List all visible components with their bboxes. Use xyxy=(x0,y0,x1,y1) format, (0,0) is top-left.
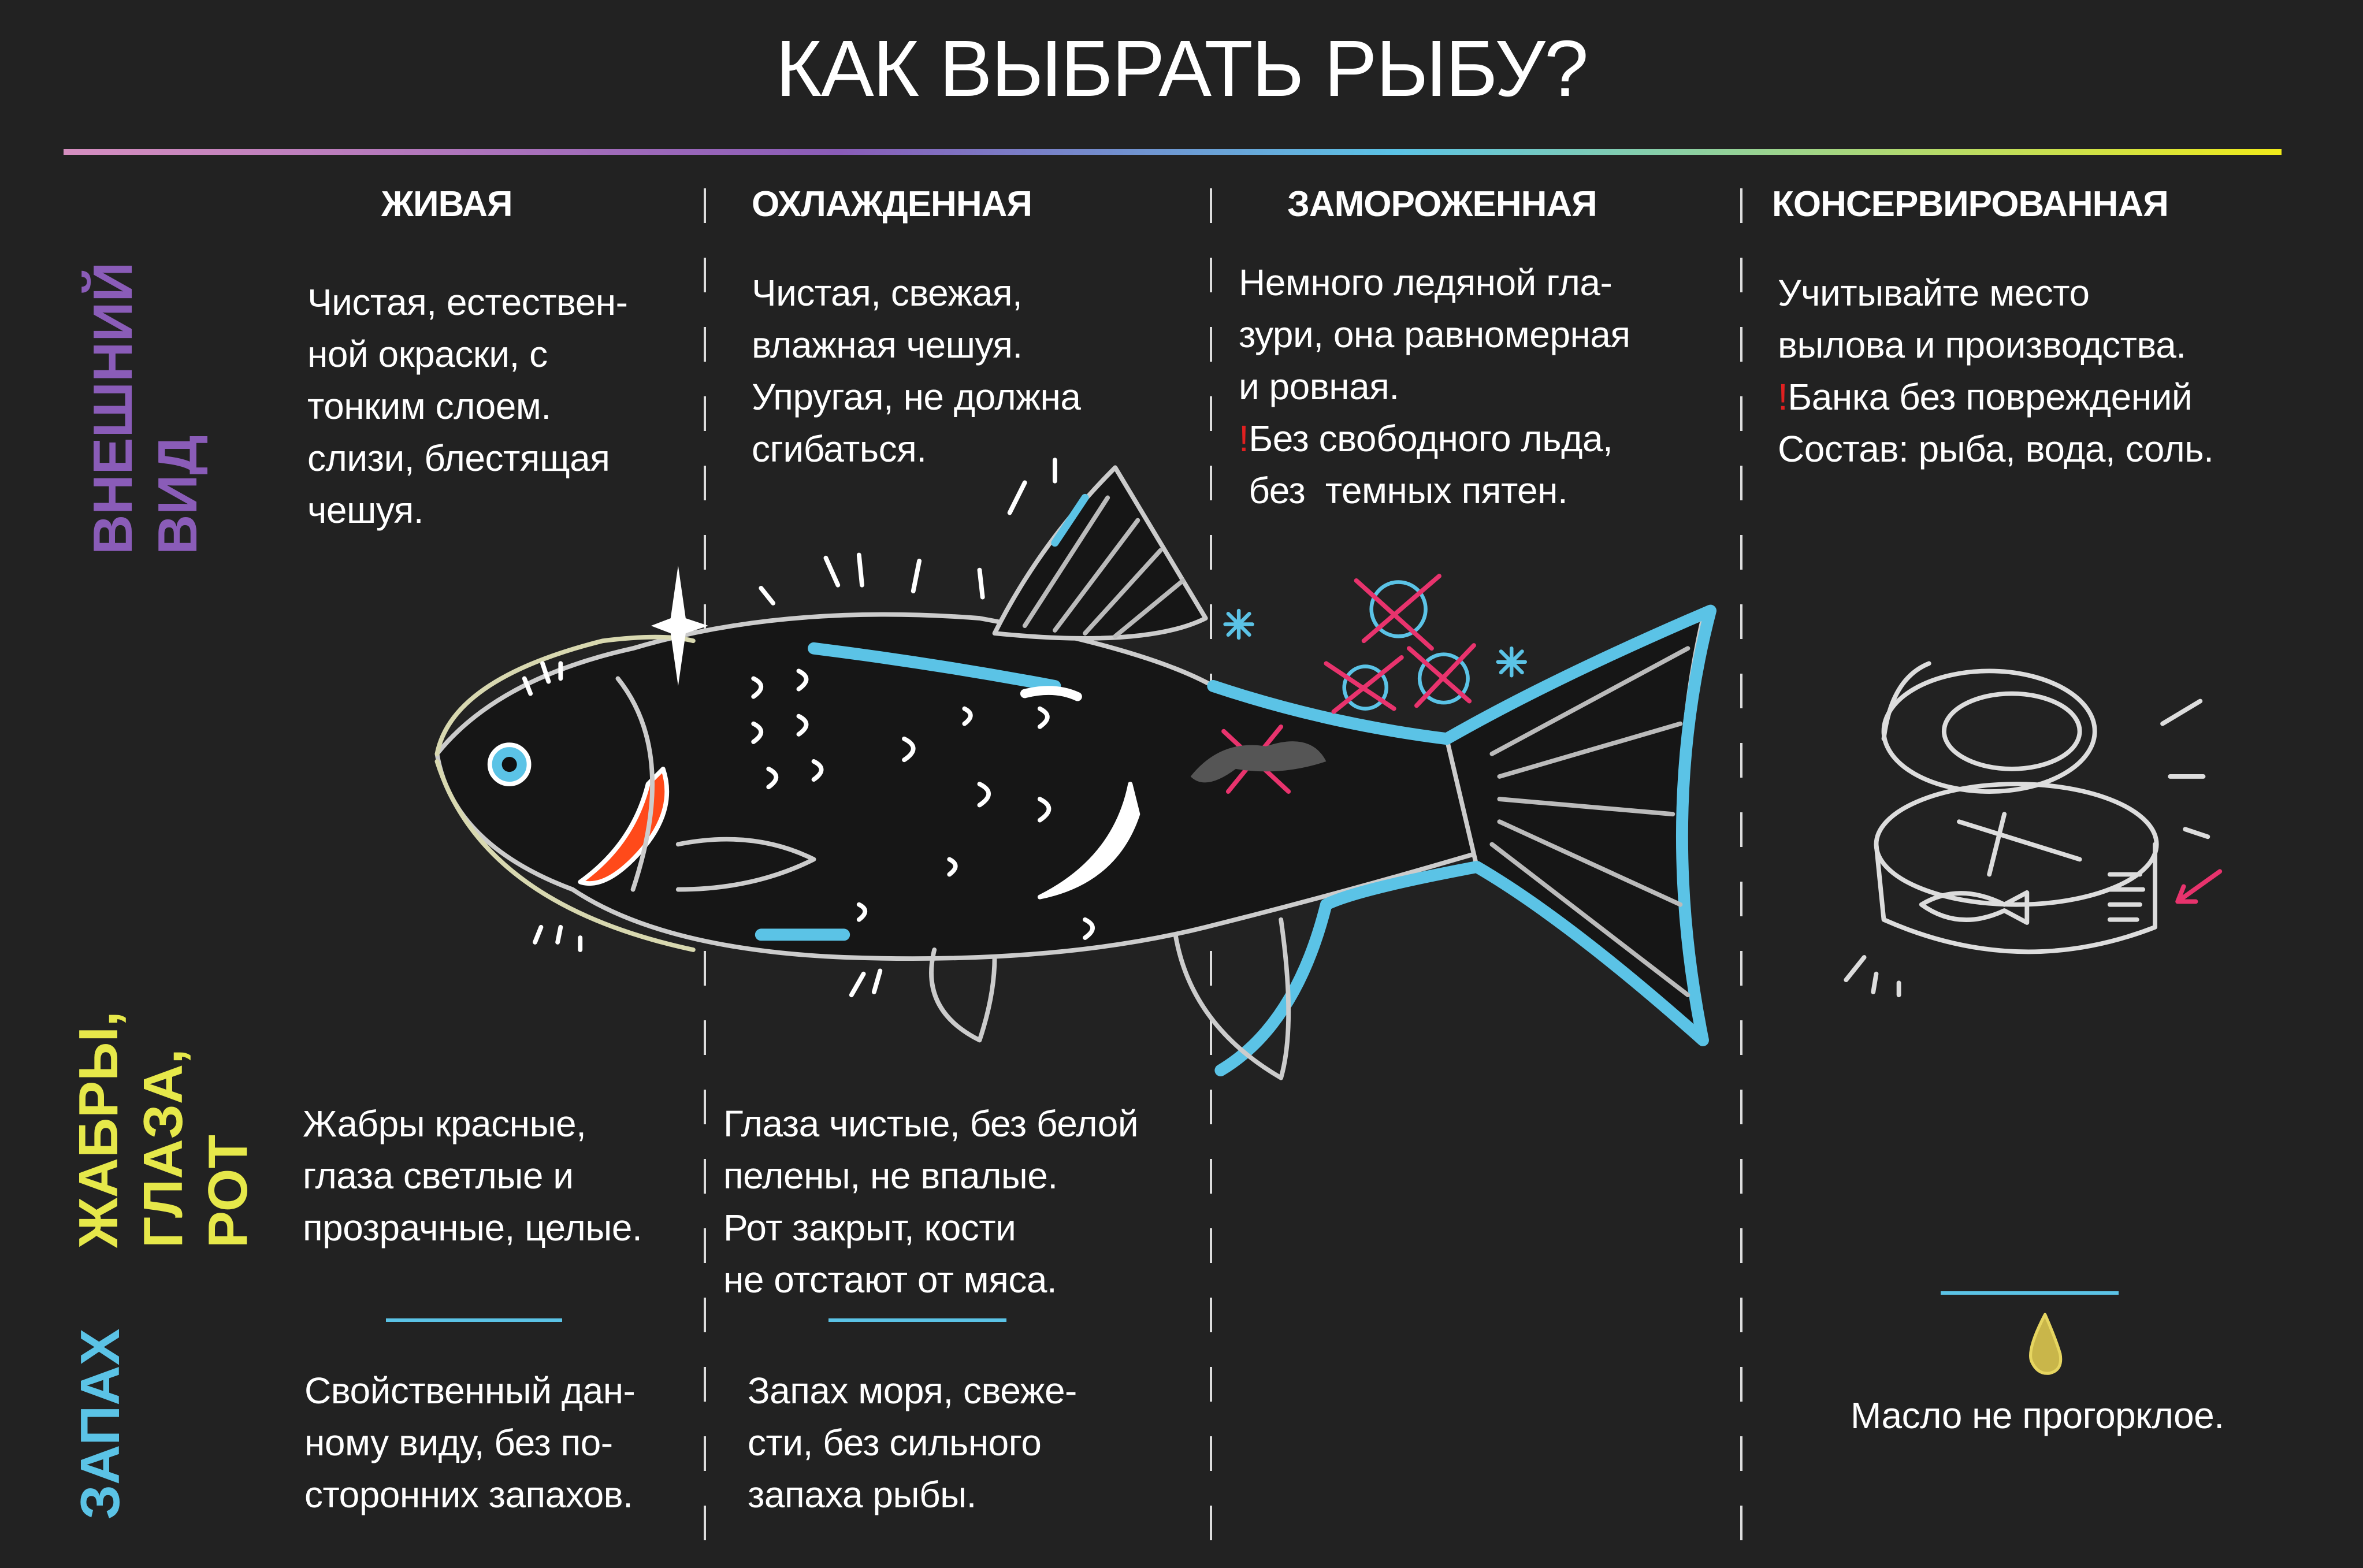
sparkle-icon xyxy=(651,565,708,686)
column-header-canned: КОНСЕРВИРОВАННАЯ xyxy=(1772,184,2169,224)
chilled-appearance-text: Чистая, свежая, влажная чешуя. Упругая, … xyxy=(752,272,1081,470)
warning-mark: ! xyxy=(1239,418,1249,459)
canned-smell-text: Масло не прогорклое. xyxy=(1851,1395,2224,1436)
chilled-smell-text: Запах моря, свеже- сти, без сильного зап… xyxy=(748,1370,1077,1515)
chilled-gills-text: Глаза чистые, без белой пелены, не впалы… xyxy=(723,1103,1139,1301)
row-label-gills: ЖАБРЫ, ГЛАЗА, РОТ xyxy=(68,1011,259,1248)
column-header-frozen: ЗАМОРОЖЕННАЯ xyxy=(1287,184,1597,224)
gills xyxy=(578,767,670,886)
tin-can-icon xyxy=(1844,661,2210,998)
gradient-divider xyxy=(64,149,2282,155)
section-separator xyxy=(828,1318,1006,1322)
row-label-smell: ЗАПАХ xyxy=(69,1328,131,1519)
live-appearance-text: Чистая, естествен- ной окраски, с тонким… xyxy=(307,281,628,531)
warning-mark: ! xyxy=(1778,376,1788,418)
column-divider xyxy=(1740,188,1742,1552)
section-separator xyxy=(386,1318,562,1322)
frozen-appearance-text: Немного ледяной гла- зури, она равномерн… xyxy=(1239,262,1630,407)
live-smell-text: Свойственный дан- ному виду, без по- сто… xyxy=(304,1370,636,1515)
section-separator xyxy=(1941,1291,2119,1295)
column-header-chilled: ОХЛАЖДЕННАЯ xyxy=(752,184,1032,224)
canned-origin-text: Учитывайте место вылова и производства. xyxy=(1778,272,2186,366)
row-label-appearance: ВНЕШНИЙ ВИД xyxy=(82,262,209,555)
page-title: КАК ВЫБРАТЬ РЫБУ? xyxy=(775,24,1588,113)
canned-composition-text: Состав: рыба, вода, соль. xyxy=(1778,428,2214,470)
live-gills-text: Жабры красные, глаза светлые и прозрачны… xyxy=(303,1103,642,1249)
canned-warning-text: Банка без повреждений xyxy=(1788,376,2193,418)
canned-appearance: Учитывайте место вылова и производства. … xyxy=(1778,267,2214,475)
oil-drop-icon xyxy=(2028,1313,2063,1375)
column-header-live: ЖИВАЯ xyxy=(381,184,513,224)
frozen-appearance: Немного ледяной гла- зури, она равномерн… xyxy=(1239,257,1630,517)
snowflake-icon xyxy=(1223,580,1527,711)
frozen-warning-text: Без свободного льда, без темных пятен. xyxy=(1249,418,1613,511)
